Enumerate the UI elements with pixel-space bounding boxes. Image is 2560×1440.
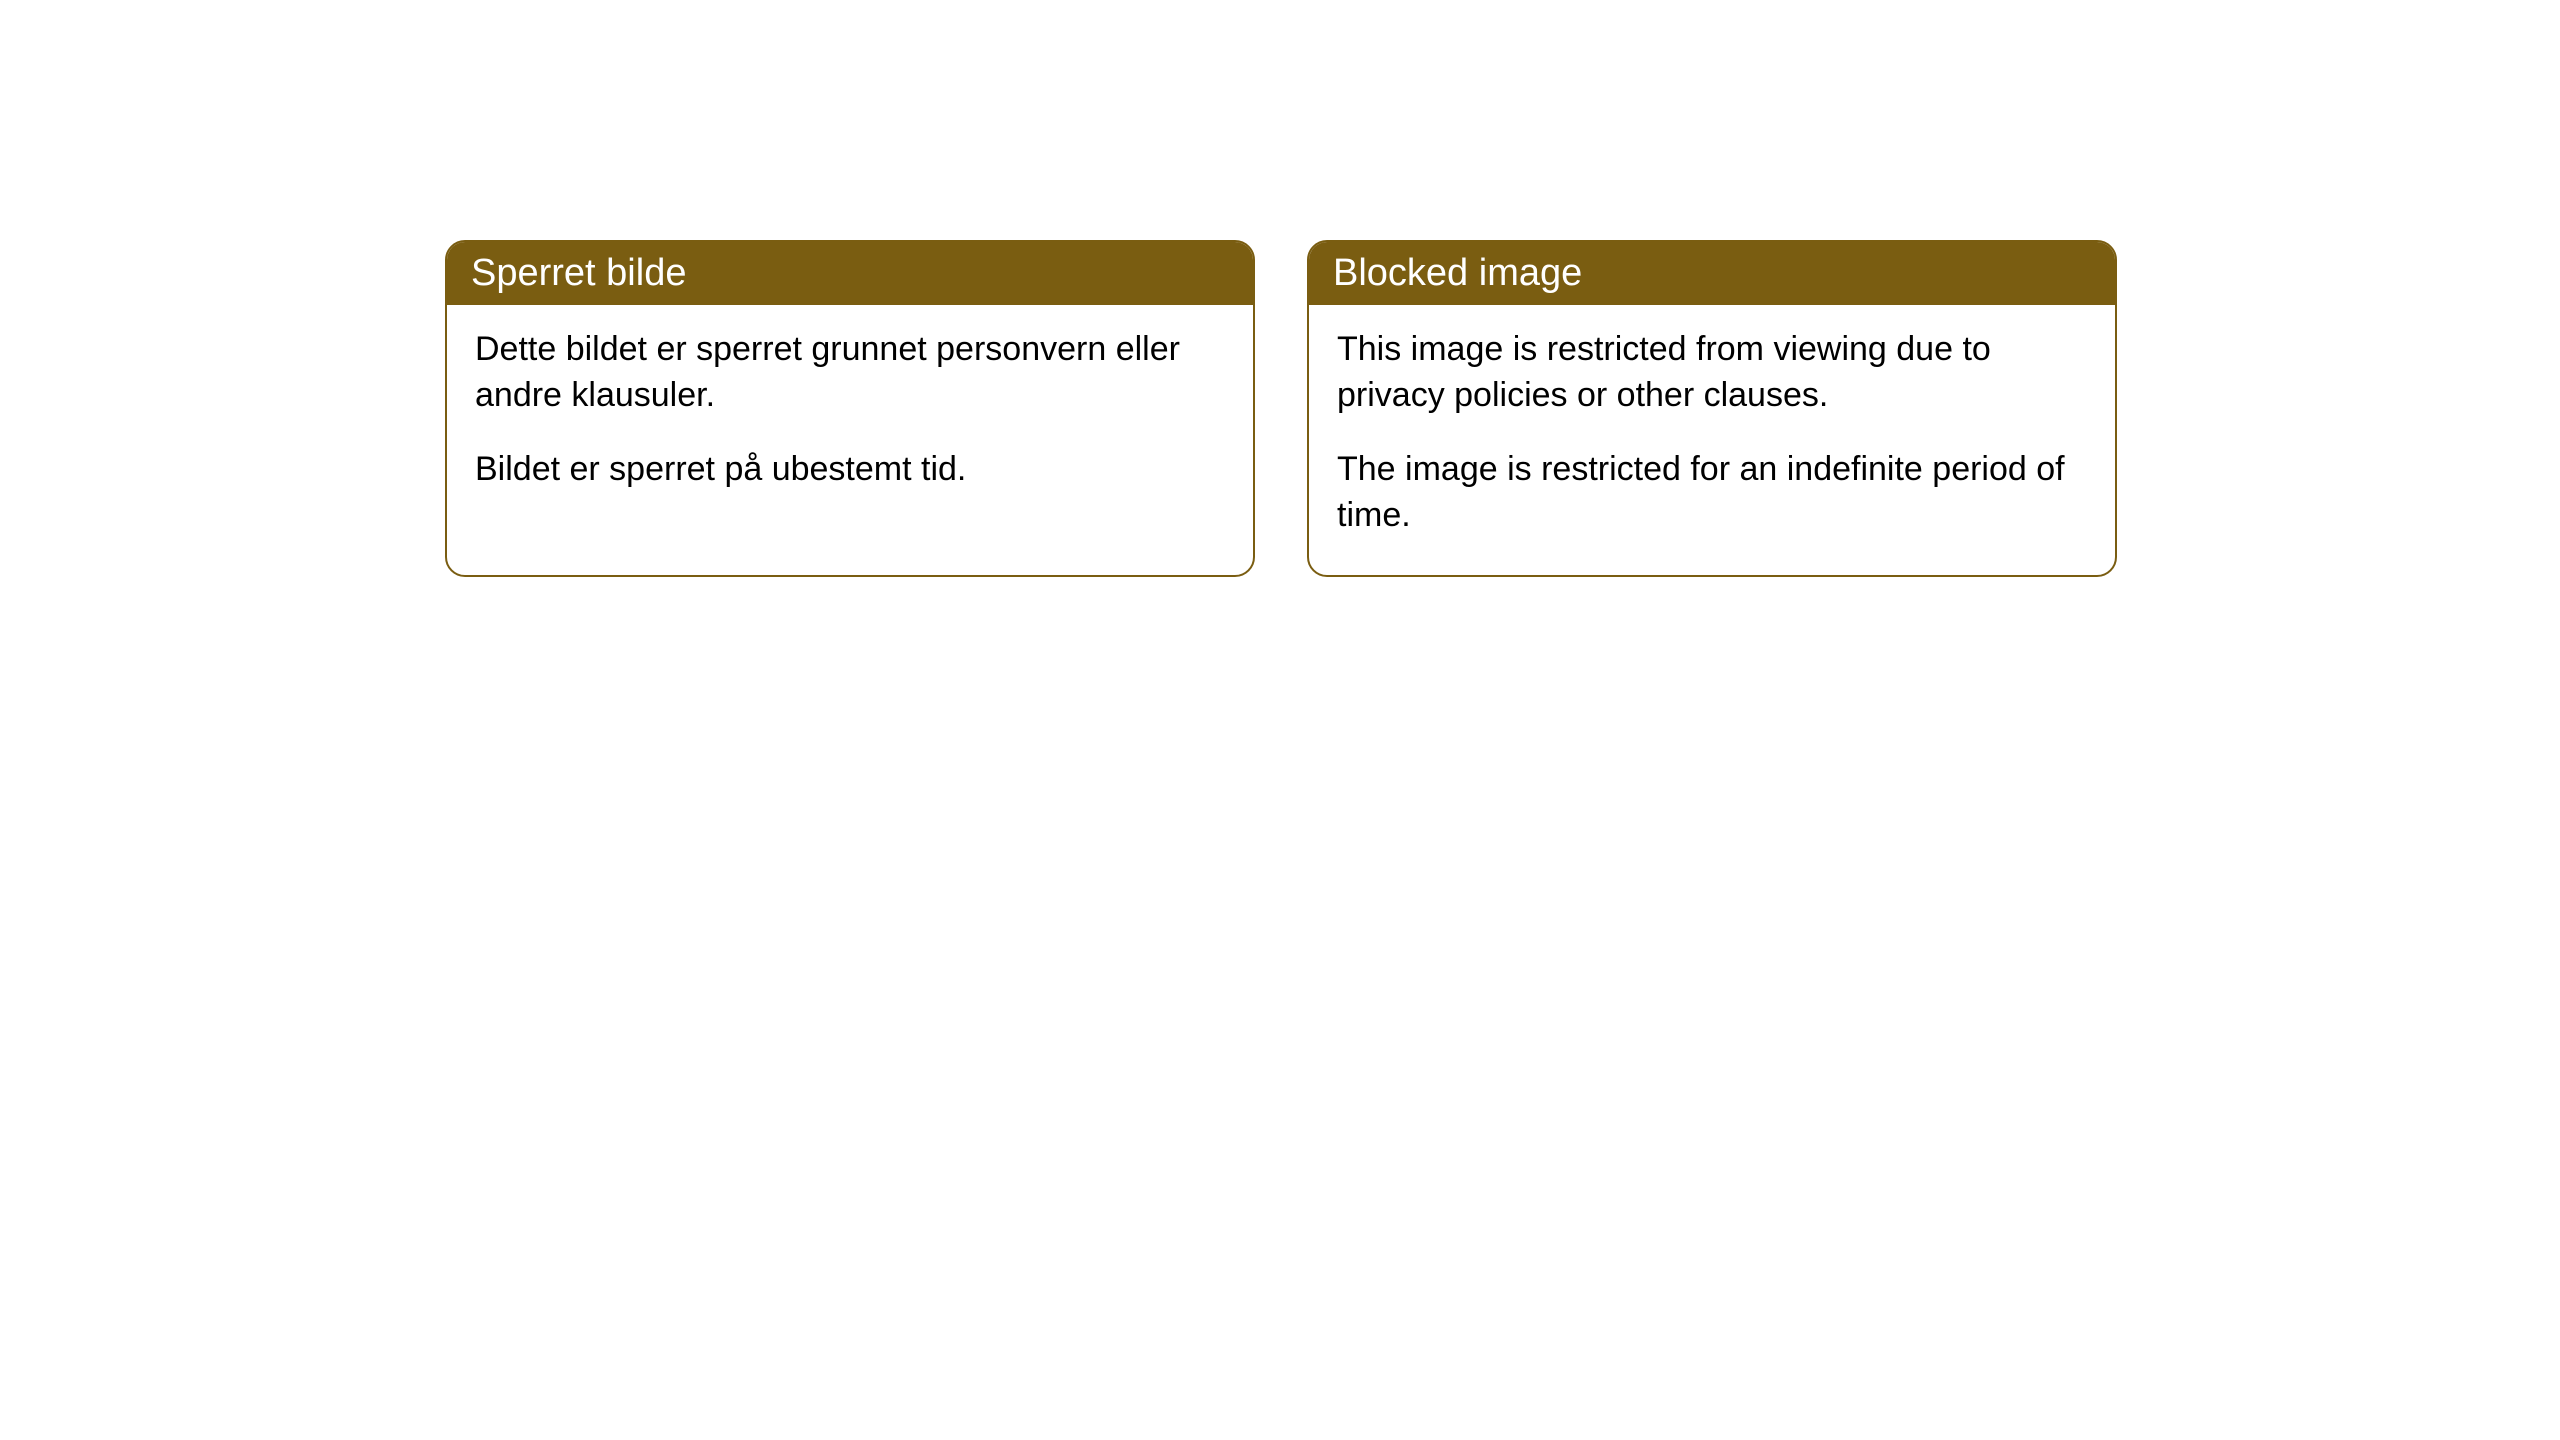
- card-body: Dette bildet er sperret grunnet personve…: [447, 305, 1253, 529]
- card-body: This image is restricted from viewing du…: [1309, 305, 2115, 575]
- card-paragraph: Dette bildet er sperret grunnet personve…: [475, 327, 1225, 419]
- notice-cards-container: Sperret bilde Dette bildet er sperret gr…: [0, 0, 2560, 577]
- card-paragraph: This image is restricted from viewing du…: [1337, 327, 2087, 419]
- card-paragraph: The image is restricted for an indefinit…: [1337, 447, 2087, 539]
- card-header: Sperret bilde: [447, 242, 1253, 305]
- blocked-image-card-no: Sperret bilde Dette bildet er sperret gr…: [445, 240, 1255, 577]
- blocked-image-card-en: Blocked image This image is restricted f…: [1307, 240, 2117, 577]
- card-paragraph: Bildet er sperret på ubestemt tid.: [475, 447, 1225, 493]
- card-header: Blocked image: [1309, 242, 2115, 305]
